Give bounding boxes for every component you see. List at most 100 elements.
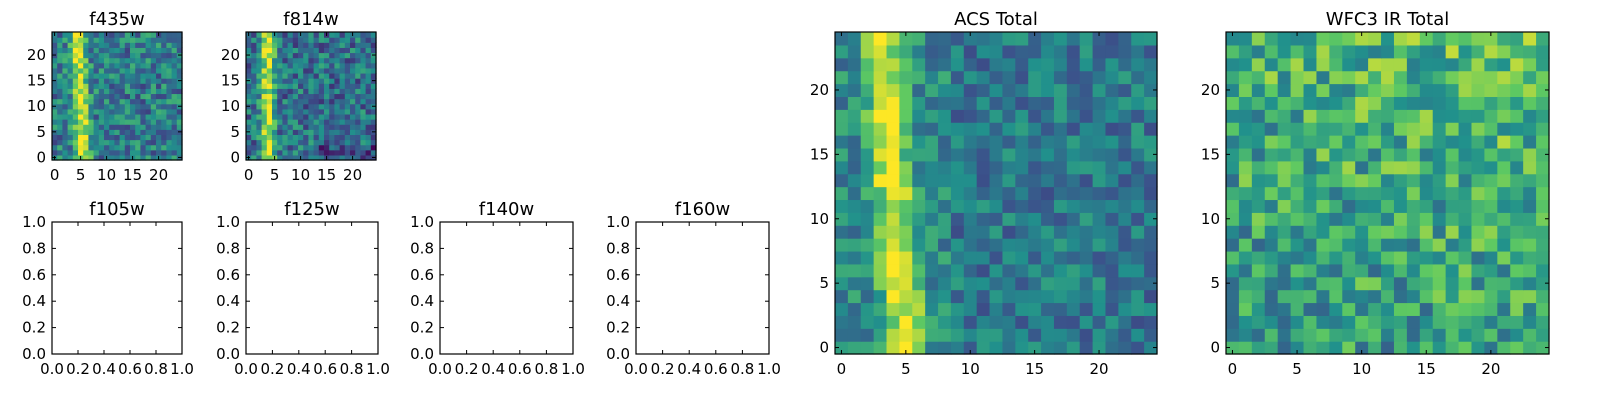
heatmap-cell <box>298 72 304 79</box>
heatmap-cell <box>860 199 875 213</box>
heatmap-cell <box>67 144 74 151</box>
heatmap-cell <box>873 341 888 355</box>
heatmap-cell <box>161 62 167 69</box>
heatmap-cell <box>104 139 110 146</box>
heatmap-cell <box>963 212 978 226</box>
heatmap-cell <box>166 83 173 89</box>
heatmap-cell <box>287 139 294 146</box>
heatmap-cell <box>912 186 926 201</box>
heatmap-cell <box>329 149 335 156</box>
heatmap-cell <box>1536 160 1550 175</box>
heatmap-cell <box>1432 238 1447 252</box>
heatmap-cell <box>298 83 304 89</box>
heatmap-cell <box>1105 315 1119 329</box>
heatmap-cell <box>925 315 939 329</box>
heatmap-cell <box>57 72 63 79</box>
heatmap-cell <box>1226 122 1240 136</box>
heatmap-cell <box>1238 32 1253 46</box>
heatmap-cell <box>365 149 372 156</box>
heatmap-cell <box>251 108 257 115</box>
heatmap-cell <box>57 42 63 48</box>
heatmap-cell <box>1264 341 1279 355</box>
heatmap-cell <box>130 108 136 115</box>
heatmap-cell <box>318 149 325 156</box>
heatmap-cell <box>1406 212 1421 226</box>
x-tick-label: 0.2 <box>260 360 284 378</box>
heatmap-cell <box>1419 57 1434 72</box>
heatmap-cell <box>835 212 849 226</box>
heatmap-cell <box>886 328 900 342</box>
heatmap-cell <box>246 144 252 151</box>
heatmap-cell <box>350 108 356 115</box>
heatmap-cell <box>847 212 862 226</box>
heatmap-cell <box>161 47 167 54</box>
x-tick-label: 0 <box>1228 360 1238 378</box>
heatmap-cell <box>1290 212 1305 226</box>
heatmap-cell <box>156 113 162 120</box>
heatmap-cell <box>272 83 278 89</box>
heatmap-cell <box>282 88 289 95</box>
heatmap-cell <box>1251 135 1266 149</box>
heatmap-cell <box>1015 341 1029 355</box>
heatmap-cell <box>1303 135 1318 149</box>
heatmap-cell <box>1484 147 1498 162</box>
heatmap-cell <box>166 108 173 115</box>
heatmap-cell <box>1419 341 1434 355</box>
heatmap-cell <box>1406 32 1421 46</box>
heatmap-cell <box>1368 328 1382 342</box>
heatmap-cell <box>950 122 965 136</box>
heatmap-cell <box>963 32 978 46</box>
heatmap-cell <box>1079 83 1094 97</box>
y-tick-label: 5 <box>819 274 829 292</box>
x-tick-label: 0.4 <box>287 360 311 378</box>
x-tick-label: 0.0 <box>624 360 648 378</box>
heatmap-cell <box>835 44 849 59</box>
heatmap-cell <box>350 119 356 125</box>
heatmap-cell <box>67 47 74 54</box>
heatmap-cell <box>88 119 95 125</box>
heatmap-cell <box>130 93 136 100</box>
heatmap-cell <box>1092 250 1107 265</box>
heatmap-cell <box>1523 289 1537 304</box>
heatmap-cell <box>308 139 315 146</box>
heatmap-cell <box>1290 199 1305 213</box>
heatmap-cell <box>298 119 304 125</box>
heatmap-cell <box>176 37 183 43</box>
heatmap-cell <box>1277 70 1292 85</box>
heatmap-cell <box>72 98 79 105</box>
heatmap-cell <box>135 62 141 69</box>
heatmap-cell <box>899 238 913 252</box>
heatmap-cell <box>370 37 377 43</box>
heatmap-cell <box>292 113 299 120</box>
x-tick-label: 0.6 <box>508 360 532 378</box>
heatmap-cell <box>88 32 95 38</box>
heatmap-cell <box>109 119 115 125</box>
heatmap-cell <box>261 83 268 89</box>
heatmap-cell <box>950 238 965 252</box>
heatmap-cell <box>114 139 121 146</box>
heatmap-cell <box>67 57 74 64</box>
heatmap-cell <box>161 72 167 79</box>
heatmap-cell <box>1419 96 1434 110</box>
heatmap-cell <box>1458 173 1473 188</box>
heatmap-cell <box>1419 147 1434 162</box>
heatmap-cell <box>1092 199 1107 213</box>
heatmap-cell <box>976 83 991 97</box>
heatmap-cell <box>1264 225 1279 239</box>
heatmap-cell <box>1303 328 1318 342</box>
heatmap-cell <box>847 199 862 213</box>
heatmap-cell <box>1329 328 1343 342</box>
heatmap-cell <box>1419 263 1434 278</box>
heatmap-cell <box>1368 147 1382 162</box>
heatmap-cell <box>334 83 341 89</box>
heatmap-cell <box>1303 109 1318 123</box>
heatmap-cell <box>1510 109 1524 123</box>
heatmap-cell <box>251 139 257 146</box>
heatmap-cell <box>62 67 69 74</box>
heatmap-cell <box>329 62 335 69</box>
heatmap-cell <box>308 83 315 89</box>
heatmap-cell <box>98 113 105 120</box>
heatmap-cell <box>98 57 105 64</box>
heatmap-cell <box>119 129 126 135</box>
